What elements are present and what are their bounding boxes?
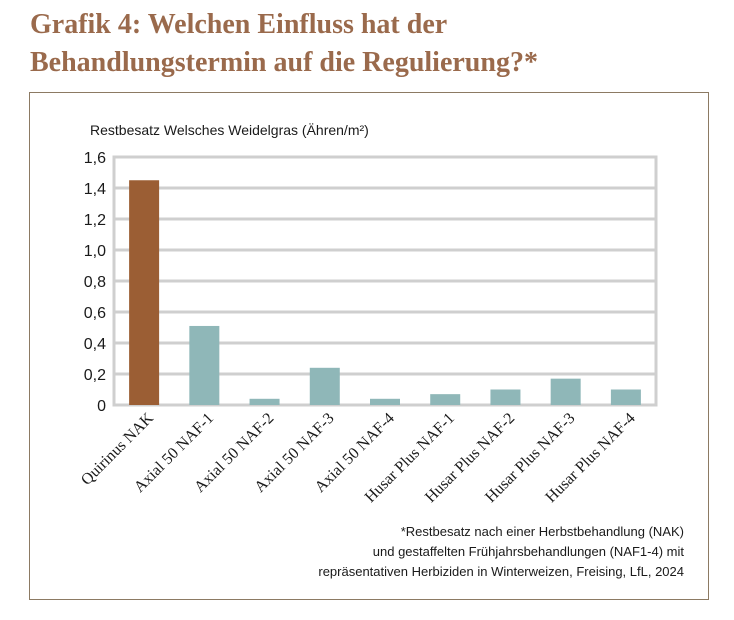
y-tick-label: 0,4 — [84, 336, 106, 353]
bar — [610, 389, 641, 405]
y-tick-label: 1,0 — [84, 243, 106, 260]
y-tick-label: 0,2 — [84, 367, 106, 384]
y-tick-label: 1,6 — [84, 150, 106, 167]
bar — [189, 325, 220, 405]
footnote: *Restbesatz nach einer Herbstbehandlung … — [318, 522, 684, 582]
bar — [430, 394, 461, 405]
title-line-1: Grafik 4: Welchen Einfluss hat der — [30, 9, 448, 40]
bar — [309, 367, 340, 405]
bar — [370, 398, 400, 405]
y-axis-label: Restbesatz Welsches Weidelgras (Ähren/m²… — [90, 122, 369, 138]
footnote-line-3: repräsentativen Herbiziden in Winterweiz… — [318, 564, 684, 579]
y-tick-label: 0 — [97, 398, 106, 415]
footnote-line-1: *Restbesatz nach einer Herbstbehandlung … — [400, 524, 684, 539]
title-line-2: Behandlungstermin auf die Regulierung?* — [30, 47, 538, 78]
footnote-line-2: und gestaffelten Frühjahrsbehandlungen (… — [372, 544, 684, 559]
y-tick-label: 1,2 — [84, 212, 106, 229]
y-tick-labels: 0 0,2 0,4 0,6 0,8 1,0 1,2 1,4 1,6 — [84, 150, 106, 415]
page-title: Grafik 4: Welchen Einfluss hat der Behan… — [30, 6, 720, 82]
bar — [249, 398, 280, 405]
y-tick-label: 1,4 — [84, 181, 106, 198]
bar — [550, 378, 581, 405]
y-tick-label: 0,8 — [84, 274, 106, 291]
bar-layer — [129, 180, 641, 405]
chart-frame — [29, 92, 709, 600]
bar — [490, 389, 521, 405]
y-tick-label: 0,6 — [84, 305, 106, 322]
bar — [129, 180, 160, 405]
